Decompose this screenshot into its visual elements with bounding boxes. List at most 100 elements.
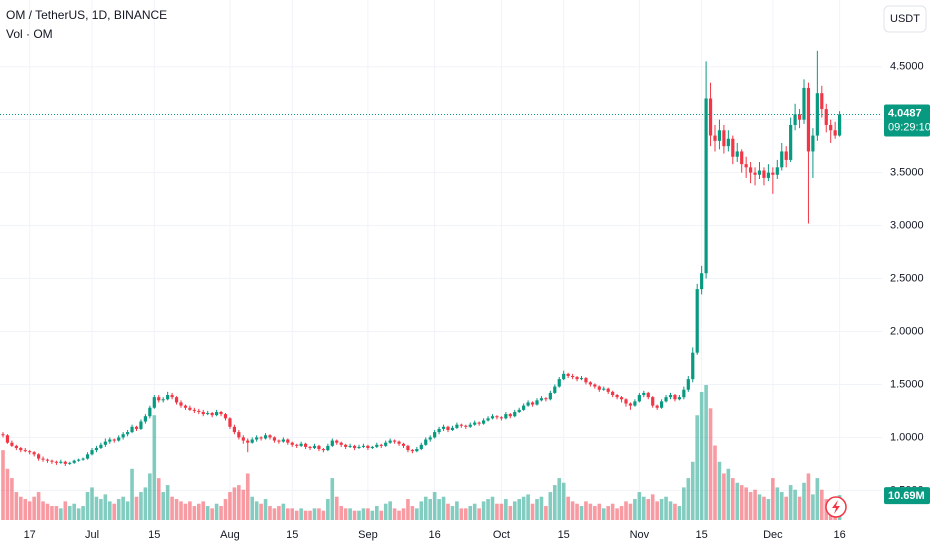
volume-bar	[334, 496, 339, 520]
candle-body	[829, 124, 833, 131]
volume-bar	[820, 489, 824, 520]
volume-bar	[664, 496, 668, 520]
candle-body	[121, 434, 125, 438]
volume-bar	[521, 496, 526, 520]
volume-bar	[45, 503, 50, 520]
candle-body	[210, 413, 214, 416]
candle-body	[166, 395, 170, 400]
candle-body	[646, 392, 650, 398]
volume-bar	[183, 503, 188, 520]
candle-body	[544, 398, 548, 400]
candle-body	[77, 459, 81, 461]
volume-bar	[281, 503, 286, 520]
currency-label[interactable]: USDT	[890, 13, 920, 25]
candle-body	[566, 373, 570, 376]
volume-bar	[446, 503, 450, 520]
volume-bar	[650, 494, 655, 520]
volume-bar	[205, 506, 210, 520]
candle-body	[700, 273, 704, 290]
candle-body	[63, 461, 67, 464]
volume-bar	[19, 496, 23, 520]
candle-body	[112, 439, 116, 441]
volume-bar	[156, 478, 161, 520]
volume-bar	[294, 510, 299, 520]
candle-body	[762, 170, 766, 178]
volume-bar	[41, 501, 45, 520]
volume-bar	[392, 508, 397, 520]
candle-body	[201, 411, 205, 415]
volume-bar	[477, 508, 481, 520]
volume-bar	[744, 487, 748, 520]
candle-body	[68, 462, 72, 464]
candle-body	[428, 437, 432, 440]
volume-bar	[50, 506, 54, 520]
volume-bar	[290, 508, 295, 520]
volume-bar	[76, 508, 81, 520]
candle-body	[504, 414, 508, 419]
volume-bar	[530, 503, 535, 520]
volume-bar	[85, 492, 90, 520]
volume-bar	[352, 510, 357, 520]
candle-body	[401, 443, 406, 446]
candle-body	[117, 437, 121, 441]
candle-body	[223, 414, 228, 419]
candle-body	[321, 449, 325, 451]
volume-bar	[757, 494, 762, 520]
candle-body	[713, 135, 717, 141]
candle-body	[85, 454, 90, 459]
candle-body	[619, 397, 624, 400]
volume-bar	[428, 499, 432, 520]
candle-body	[695, 289, 699, 353]
volume-bar	[779, 492, 784, 520]
volume-bar	[593, 506, 597, 520]
volume-bar	[401, 508, 406, 520]
volume-bar	[165, 485, 170, 520]
candle-body	[379, 444, 383, 446]
candle-body	[126, 432, 130, 435]
candle-body	[757, 170, 762, 175]
volume-bar	[197, 503, 201, 520]
volume-bar	[504, 499, 508, 520]
volume-bar	[27, 501, 32, 520]
candle-body	[179, 402, 183, 406]
lightning	[832, 500, 840, 514]
candle-body	[588, 382, 592, 385]
y-tick-label: 3.5000	[890, 167, 924, 179]
candle-body	[571, 375, 575, 378]
volume-bar	[437, 499, 441, 520]
volume-bar	[673, 503, 677, 520]
x-tick-label: 15	[558, 529, 570, 541]
volume-bar	[579, 506, 584, 520]
volume-bar	[468, 506, 473, 520]
currency-button[interactable]	[883, 5, 927, 33]
volume-bar	[103, 494, 108, 520]
candle-body	[375, 444, 379, 447]
volume-bar	[597, 503, 602, 520]
candle-body	[811, 135, 815, 152]
volume-bar	[606, 506, 610, 520]
volume-bar	[121, 496, 125, 520]
volume-bar	[508, 506, 513, 520]
x-tick-label: 15	[286, 529, 298, 541]
x-tick-label: 16	[833, 529, 845, 541]
candle-body	[361, 445, 366, 447]
candle-body	[32, 452, 36, 455]
volume-bar	[361, 508, 366, 520]
candle-body	[263, 435, 268, 439]
candle-body	[157, 397, 161, 401]
candle-body	[815, 93, 819, 136]
candle-body	[731, 138, 735, 157]
candle-body	[94, 447, 99, 451]
volume-bar	[708, 408, 713, 520]
candle-body	[215, 411, 219, 416]
candle-body	[330, 440, 334, 446]
volume-bar	[815, 478, 820, 520]
candle-body	[530, 402, 535, 405]
volume-bar	[499, 503, 504, 520]
candle-body	[250, 439, 254, 443]
volume-bar	[584, 501, 588, 520]
candle-body	[459, 424, 463, 426]
volume-bar	[148, 473, 152, 520]
volume-bar	[214, 503, 219, 520]
candle-body	[326, 445, 330, 451]
